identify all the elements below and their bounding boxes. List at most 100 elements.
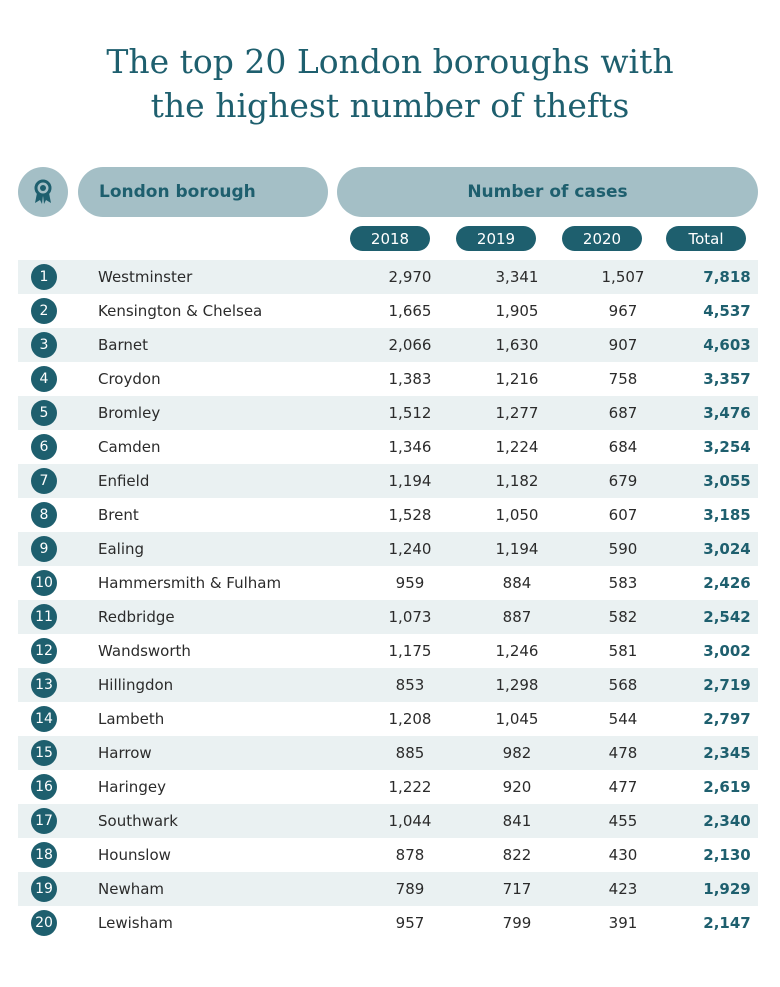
rank-badge: 12 [31,638,57,664]
cases-total: 3,476 [703,404,751,422]
page-title: The top 20 London boroughs with the high… [0,40,780,128]
cases-2020: 590 [608,540,638,558]
cases-total: 3,185 [703,506,751,524]
cases-2020: 568 [608,676,638,694]
title-line-2: the highest number of thefts [150,86,630,125]
borough-name: Kensington & Chelsea [98,302,263,320]
rank-badge: 17 [31,808,57,834]
rank-badge: 11 [31,604,57,630]
cases-total: 4,603 [703,336,751,354]
cases-2020: 684 [608,438,638,456]
borough-name: Westminster [98,268,193,286]
table-row: 4 Croydon 1,383 1,216 758 3,357 [18,362,758,396]
cases-total: 4,537 [703,302,751,320]
table-row: 20 Lewisham 957 799 391 2,147 [18,906,758,940]
cases-2020: 679 [608,472,638,490]
rank-badge: 14 [31,706,57,732]
cases-2018: 1,240 [388,540,432,558]
cases-2019: 1,246 [495,642,539,660]
table-row: 13 Hillingdon 853 1,298 568 2,719 [18,668,758,702]
cases-2020: 687 [608,404,638,422]
rank-badge: 8 [31,502,57,528]
table-row: 15 Harrow 885 982 478 2,345 [18,736,758,770]
rank-badge: 19 [31,876,57,902]
cases-2018: 789 [395,880,425,898]
cases-2019: 1,298 [495,676,539,694]
cases-2018: 2,066 [388,336,432,354]
rank-header [18,167,68,217]
cases-2020: 423 [608,880,638,898]
borough-column-header: London borough [78,167,328,217]
borough-name: Ealing [98,540,145,558]
cases-2020: 581 [608,642,638,660]
rank-badge: 18 [31,842,57,868]
cases-header-label: Number of cases [467,182,628,202]
borough-name: Southwark [98,812,178,830]
borough-name: Hillingdon [98,676,174,694]
cases-total: 2,130 [703,846,751,864]
cases-2019: 717 [502,880,532,898]
table-row: 11 Redbridge 1,073 887 582 2,542 [18,600,758,634]
cases-2020: 544 [608,710,638,728]
cases-2019: 1,630 [495,336,539,354]
borough-name: Newham [98,880,165,898]
rank-badge: 9 [31,536,57,562]
cases-2019: 1,182 [495,472,539,490]
cases-2019: 1,216 [495,370,539,388]
borough-name: Haringey [98,778,166,796]
cases-2018: 853 [395,676,425,694]
borough-name: Croydon [98,370,161,388]
cases-2019: 1,905 [495,302,539,320]
cases-total: 3,055 [703,472,751,490]
cases-total: 3,357 [703,370,751,388]
borough-name: Redbridge [98,608,175,626]
cases-2018: 1,044 [388,812,432,830]
cases-2018: 959 [395,574,425,592]
cases-total: 2,542 [703,608,751,626]
cases-2018: 878 [395,846,425,864]
cases-2019: 887 [502,608,532,626]
borough-name: Brent [98,506,139,524]
cases-2020: 758 [608,370,638,388]
cases-2019: 1,224 [495,438,539,456]
cases-column-header: Number of cases [337,167,758,217]
cases-2019: 799 [502,914,532,932]
rank-badge: 16 [31,774,57,800]
cases-total: 2,426 [703,574,751,592]
cases-2018: 1,222 [388,778,432,796]
rank-badge: 1 [31,264,57,290]
cases-2019: 920 [502,778,532,796]
table-row: 2 Kensington & Chelsea 1,665 1,905 967 4,537 [18,294,758,328]
rank-badge: 3 [31,332,57,358]
rank-badge: 4 [31,366,57,392]
borough-name: Enfield [98,472,150,490]
rank-badge: 7 [31,468,57,494]
cases-total: 2,340 [703,812,751,830]
cases-2019: 1,194 [495,540,539,558]
cases-2018: 2,970 [388,268,432,286]
cases-2020: 391 [608,914,638,932]
cases-2019: 884 [502,574,532,592]
table-row: 3 Barnet 2,066 1,630 907 4,603 [18,328,758,362]
award-ribbon-icon [34,179,52,204]
rank-badge: 10 [31,570,57,596]
data-table: 1 Westminster 2,970 3,341 1,507 7,818 2 Kensing… [18,260,758,940]
cases-2018: 885 [395,744,425,762]
cases-2020: 455 [608,812,638,830]
cases-total: 2,345 [703,744,751,762]
table-row: 6 Camden 1,346 1,224 684 3,254 [18,430,758,464]
year-2018-header: 2018 [350,226,430,251]
cases-2018: 1,346 [388,438,432,456]
borough-name: Bromley [98,404,161,422]
cases-2019: 841 [502,812,532,830]
cases-2018: 1,073 [388,608,432,626]
cases-2018: 1,194 [388,472,432,490]
cases-total: 3,002 [703,642,751,660]
rank-badge: 6 [31,434,57,460]
cases-total: 3,024 [703,540,751,558]
cases-2019: 1,277 [495,404,539,422]
cases-2020: 582 [608,608,638,626]
cases-2019: 982 [502,744,532,762]
cases-total: 3,254 [703,438,751,456]
table-row: 18 Hounslow 878 822 430 2,130 [18,838,758,872]
